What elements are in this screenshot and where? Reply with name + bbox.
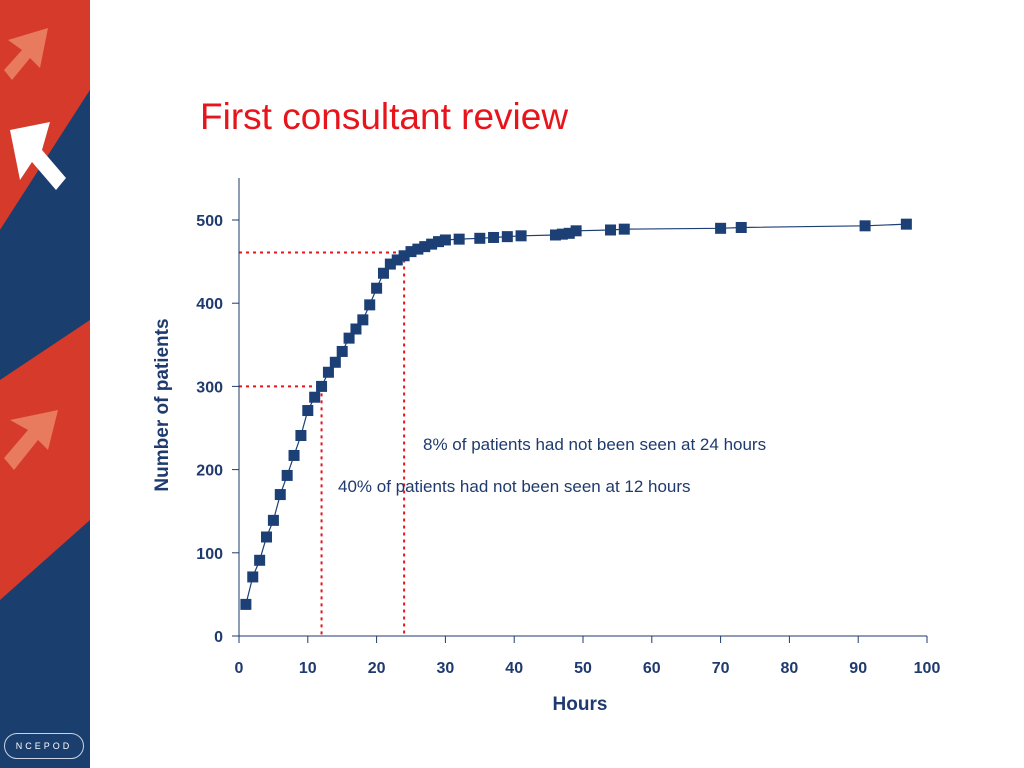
data-point [391, 254, 403, 266]
data-point [309, 391, 321, 403]
data-point [247, 571, 259, 583]
data-point [329, 356, 341, 368]
data-point [900, 218, 912, 230]
data-point [715, 222, 727, 234]
x-tick-label: 100 [914, 660, 941, 677]
annotation-12-hours: 40% of patients had not been seen at 12 … [338, 477, 691, 496]
series-line [245, 223, 907, 605]
data-point [570, 225, 582, 237]
x-tick-label: 80 [781, 660, 799, 677]
data-point [605, 224, 617, 236]
data-point [563, 227, 575, 239]
data-point [267, 514, 279, 526]
data-point [735, 221, 747, 233]
data-point [336, 345, 348, 357]
data-point [371, 282, 383, 294]
y-tick-label: 400 [196, 296, 223, 313]
data-point [261, 531, 273, 543]
ncepod-logo: NCEPOD [4, 733, 84, 759]
data-point [515, 230, 527, 242]
data-point [549, 229, 561, 241]
data-point [488, 231, 500, 243]
x-tick-label: 50 [574, 660, 592, 677]
axes [238, 178, 927, 637]
data-point [281, 469, 293, 481]
data-point [419, 241, 431, 253]
x-tick-label: 90 [849, 660, 867, 677]
y-axis-label: Number of patients [152, 318, 173, 491]
data-point [350, 323, 362, 335]
y-axis-ticks: 0 100 200 300 400 500 [196, 213, 239, 646]
y-tick-label: 500 [196, 213, 223, 230]
data-point [405, 246, 417, 258]
data-point [501, 231, 513, 243]
x-tick-label: 30 [437, 660, 455, 677]
arrow-icon-bottom [4, 410, 58, 470]
arrow-icon-top [4, 28, 48, 80]
data-point [357, 314, 369, 326]
data-point [343, 332, 355, 344]
x-axis-ticks: 0 10 20 30 40 50 60 70 80 90 100 [235, 636, 941, 677]
data-point [254, 554, 266, 566]
data-point [240, 598, 252, 610]
y-tick-label: 200 [196, 463, 223, 480]
y-tick-label: 100 [196, 546, 223, 563]
arrow-icon-white [10, 122, 66, 190]
data-point [274, 489, 286, 501]
data-point [316, 380, 328, 392]
data-point [398, 250, 410, 262]
annotation-24-hours: 8% of patients had not been seen at 24 h… [423, 435, 766, 454]
x-tick-label: 70 [712, 660, 730, 677]
y-tick-label: 0 [214, 629, 223, 646]
data-point [302, 405, 314, 417]
data-point [426, 238, 438, 250]
data-point [322, 366, 334, 378]
data-point [474, 232, 486, 244]
blue-band [0, 90, 90, 360]
data-point [295, 429, 307, 441]
data-point [384, 258, 396, 270]
red-band-bottom [0, 320, 90, 600]
x-tick-label: 40 [505, 660, 523, 677]
data-point [618, 223, 630, 235]
data-point [412, 243, 424, 255]
data-point [556, 228, 568, 240]
reference-lines [239, 251, 406, 636]
x-tick-label: 60 [643, 660, 661, 677]
data-point [859, 220, 871, 232]
arrow-decoration [0, 0, 90, 600]
slide-title: First consultant review [200, 96, 569, 137]
data-points [240, 218, 912, 610]
y-tick-label: 300 [196, 379, 223, 396]
x-axis-label: Hours [553, 694, 608, 715]
x-tick-label: 10 [299, 660, 317, 677]
data-point [377, 267, 389, 279]
x-tick-label: 20 [368, 660, 386, 677]
data-point [433, 236, 445, 248]
data-point [364, 299, 376, 311]
data-point [288, 449, 300, 461]
slide-sidebar: NCEPOD [0, 0, 90, 768]
x-tick-label: 0 [235, 660, 244, 677]
data-point [453, 233, 465, 245]
data-point [439, 234, 451, 246]
